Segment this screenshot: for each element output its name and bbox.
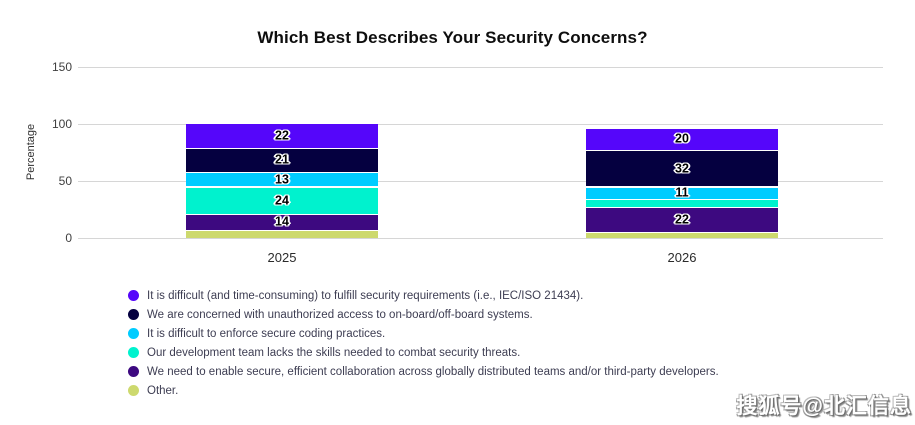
- y-tick-label-50: 50: [58, 174, 72, 188]
- bar-segment-2025-series3: 13: [186, 172, 378, 187]
- legend-item-label: Our development team lacks the skills ne…: [147, 346, 521, 359]
- legend-item-6: Other.: [128, 381, 719, 400]
- bar-segment-2026-series4: [586, 200, 778, 207]
- legend-dot-icon: [128, 328, 139, 339]
- bar-segment-2025-series6: [186, 231, 378, 238]
- bar-2026: 20 32 11 22: [586, 128, 778, 238]
- bar-segment-2025-series4: 24: [186, 187, 378, 214]
- bar-segment-2025-series1: 22: [186, 124, 378, 148]
- bar-segment-2025-series5: 14: [186, 215, 378, 230]
- bar-segment-2026-series3: 11: [586, 186, 778, 201]
- bar-segment-value: 13: [275, 172, 289, 187]
- x-tick-label-2026: 2026: [667, 250, 697, 265]
- bar-segment-2025-series2: 21: [186, 149, 378, 172]
- legend-item-label: It is difficult (and time-consuming) to …: [147, 289, 584, 302]
- bar-segment-value: 32: [675, 161, 689, 176]
- legend-item-5: We need to enable secure, efficient coll…: [128, 362, 719, 381]
- bar-segment-value: 21: [275, 153, 289, 168]
- legend-item-4: Our development team lacks the skills ne…: [128, 343, 719, 362]
- legend-item-label: We are concerned with unauthorized acces…: [147, 308, 533, 321]
- legend: It is difficult (and time-consuming) to …: [128, 286, 719, 400]
- legend-item-label: We need to enable secure, efficient coll…: [147, 365, 719, 378]
- bar-segment-value: 22: [275, 128, 289, 143]
- legend-item-3: It is difficult to enforce secure coding…: [128, 324, 719, 343]
- bar-segment-value: 11: [675, 186, 689, 201]
- legend-dot-icon: [128, 347, 139, 358]
- legend-item-2: We are concerned with unauthorized acces…: [128, 305, 719, 324]
- legend-dot-icon: [128, 290, 139, 301]
- legend-item-label: Other.: [147, 384, 179, 397]
- gridline-50: [78, 180, 883, 182]
- bar-segment-2026-series6: [586, 233, 778, 238]
- bar-segment-value: 22: [675, 212, 689, 227]
- chart-title: Which Best Describes Your Security Conce…: [257, 28, 648, 47]
- bar-segment-2026-series2: 32: [586, 151, 778, 187]
- plot-area: 22 21 13 24 14 20 32 11 22: [78, 66, 883, 239]
- y-tick-label-150: 150: [51, 60, 72, 74]
- watermark: 搜狐号@北汇信息: [736, 395, 912, 418]
- legend-item-1: It is difficult (and time-consuming) to …: [128, 286, 719, 305]
- gridline-150: [78, 66, 883, 68]
- bar-segment-value: 14: [275, 215, 289, 230]
- bar-segment-2026-series5: 22: [586, 208, 778, 232]
- y-tick-label-0: 0: [65, 231, 72, 245]
- gridline-100: [78, 123, 883, 125]
- y-tick-label-100: 100: [51, 117, 72, 131]
- bar-segment-value: 20: [675, 131, 689, 146]
- x-tick-label-2025: 2025: [267, 250, 297, 265]
- legend-dot-icon: [128, 309, 139, 320]
- gridline-0: [78, 237, 883, 239]
- bar-segment-value: 24: [275, 193, 289, 208]
- bar-segment-2026-series1: 20: [586, 128, 778, 150]
- legend-dot-icon: [128, 385, 139, 396]
- bar-2025: 22 21 13 24 14: [186, 124, 378, 238]
- legend-dot-icon: [128, 366, 139, 377]
- legend-item-label: It is difficult to enforce secure coding…: [147, 327, 386, 340]
